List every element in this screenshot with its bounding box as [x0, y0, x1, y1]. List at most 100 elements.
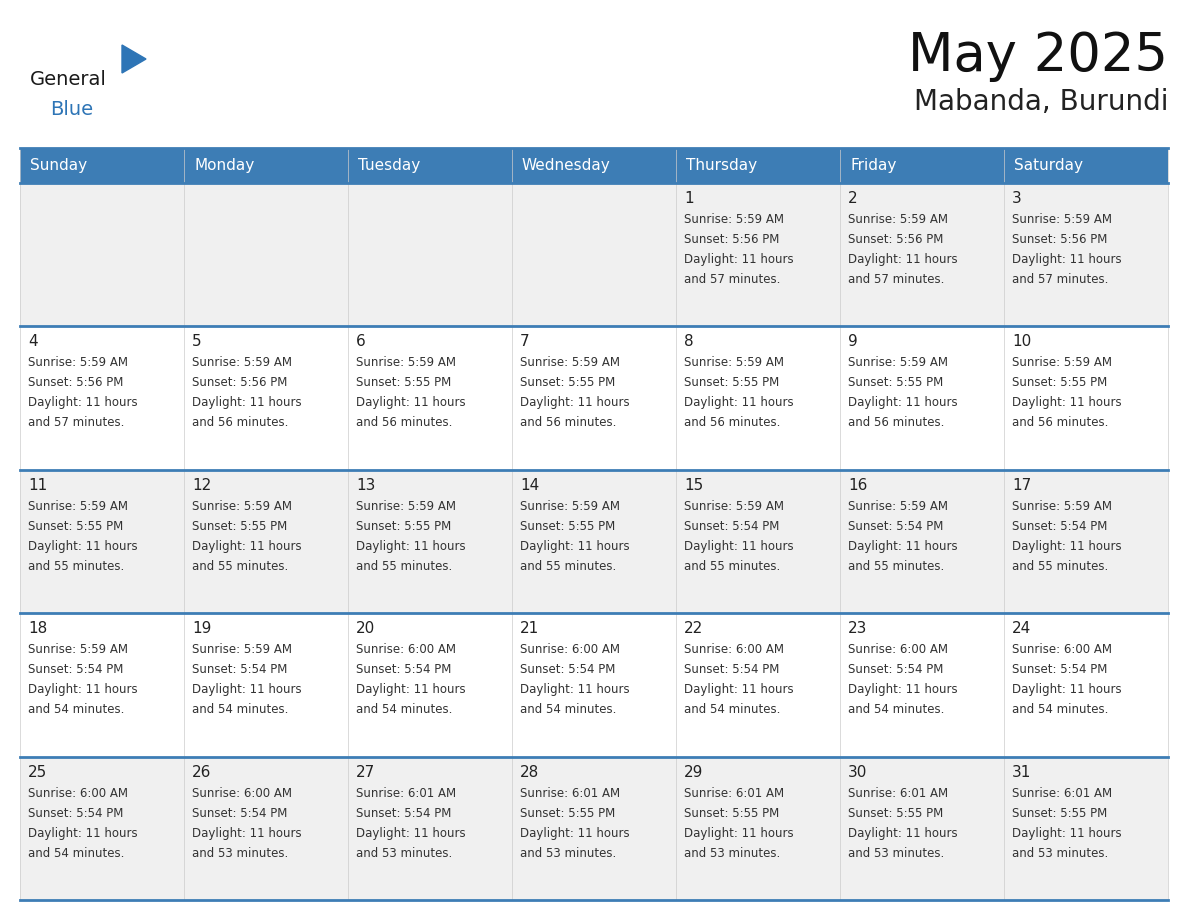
Text: Wednesday: Wednesday [522, 158, 611, 173]
Text: 21: 21 [520, 621, 539, 636]
Bar [512, 613, 676, 756]
Text: Sunset: 5:54 PM: Sunset: 5:54 PM [1012, 663, 1107, 677]
Text: 16: 16 [848, 477, 867, 493]
Text: and 54 minutes.: and 54 minutes. [684, 703, 781, 716]
Text: Sunset: 5:55 PM: Sunset: 5:55 PM [684, 376, 779, 389]
Bar [184, 613, 348, 756]
Text: Daylight: 11 hours: Daylight: 11 hours [1012, 540, 1121, 553]
Text: 28: 28 [520, 765, 539, 779]
Text: 26: 26 [192, 765, 211, 779]
Text: Sunset: 5:56 PM: Sunset: 5:56 PM [29, 376, 124, 389]
Text: 7: 7 [520, 334, 530, 350]
Text: and 55 minutes.: and 55 minutes. [29, 560, 125, 573]
Text: and 57 minutes.: and 57 minutes. [848, 273, 944, 286]
Text: Sunset: 5:55 PM: Sunset: 5:55 PM [848, 807, 943, 820]
Text: Sunset: 5:54 PM: Sunset: 5:54 PM [684, 663, 779, 677]
Bar [348, 613, 512, 756]
Text: Sunset: 5:54 PM: Sunset: 5:54 PM [848, 520, 943, 532]
Text: Sunset: 5:56 PM: Sunset: 5:56 PM [684, 233, 779, 246]
Text: 6: 6 [356, 334, 366, 350]
Text: Sunset: 5:55 PM: Sunset: 5:55 PM [29, 520, 124, 532]
Text: 19: 19 [192, 621, 211, 636]
Text: Sunset: 5:55 PM: Sunset: 5:55 PM [684, 807, 779, 820]
Text: and 53 minutes.: and 53 minutes. [848, 846, 944, 859]
Text: Daylight: 11 hours: Daylight: 11 hours [520, 683, 630, 696]
Text: Saturday: Saturday [1015, 158, 1083, 173]
Bar [20, 756, 184, 900]
Bar [840, 183, 1004, 327]
Text: Daylight: 11 hours: Daylight: 11 hours [192, 397, 302, 409]
Text: Daylight: 11 hours: Daylight: 11 hours [356, 540, 466, 553]
Text: Sunset: 5:54 PM: Sunset: 5:54 PM [192, 807, 287, 820]
Text: and 57 minutes.: and 57 minutes. [1012, 273, 1108, 286]
Text: 11: 11 [29, 477, 48, 493]
Text: and 55 minutes.: and 55 minutes. [356, 560, 453, 573]
Text: Blue: Blue [50, 100, 93, 119]
Text: Sunset: 5:55 PM: Sunset: 5:55 PM [848, 376, 943, 389]
Text: Friday: Friday [849, 158, 897, 173]
Bar [1004, 470, 1168, 613]
Text: 20: 20 [356, 621, 375, 636]
Text: and 56 minutes.: and 56 minutes. [684, 417, 781, 430]
Text: and 54 minutes.: and 54 minutes. [1012, 703, 1108, 716]
Bar [348, 148, 512, 183]
Text: Sunset: 5:54 PM: Sunset: 5:54 PM [356, 807, 451, 820]
Text: Daylight: 11 hours: Daylight: 11 hours [29, 397, 138, 409]
Bar [1004, 148, 1168, 183]
Text: and 57 minutes.: and 57 minutes. [29, 417, 125, 430]
Text: Sunset: 5:56 PM: Sunset: 5:56 PM [1012, 233, 1107, 246]
Text: 23: 23 [848, 621, 867, 636]
Bar [20, 183, 184, 327]
Text: 12: 12 [192, 477, 211, 493]
Bar [348, 183, 512, 327]
Text: and 53 minutes.: and 53 minutes. [1012, 846, 1108, 859]
Text: 10: 10 [1012, 334, 1031, 350]
Bar [184, 183, 348, 327]
Text: Sunset: 5:54 PM: Sunset: 5:54 PM [684, 520, 779, 532]
Text: Daylight: 11 hours: Daylight: 11 hours [356, 826, 466, 840]
Text: 18: 18 [29, 621, 48, 636]
Text: Sunrise: 6:00 AM: Sunrise: 6:00 AM [684, 644, 784, 656]
Text: Sunset: 5:55 PM: Sunset: 5:55 PM [520, 376, 615, 389]
Text: Sunrise: 5:59 AM: Sunrise: 5:59 AM [29, 356, 128, 369]
Text: Sunset: 5:55 PM: Sunset: 5:55 PM [520, 520, 615, 532]
Text: Sunrise: 6:01 AM: Sunrise: 6:01 AM [684, 787, 784, 800]
Text: Sunrise: 5:59 AM: Sunrise: 5:59 AM [848, 213, 948, 226]
Bar [676, 327, 840, 470]
Text: Sunrise: 6:01 AM: Sunrise: 6:01 AM [1012, 787, 1112, 800]
Text: Sunrise: 5:59 AM: Sunrise: 5:59 AM [1012, 499, 1112, 513]
Text: Daylight: 11 hours: Daylight: 11 hours [684, 826, 794, 840]
Text: Sunrise: 6:00 AM: Sunrise: 6:00 AM [848, 644, 948, 656]
Text: and 56 minutes.: and 56 minutes. [356, 417, 453, 430]
Text: Daylight: 11 hours: Daylight: 11 hours [1012, 397, 1121, 409]
Text: General: General [30, 70, 107, 89]
Text: Daylight: 11 hours: Daylight: 11 hours [684, 683, 794, 696]
Text: Sunset: 5:54 PM: Sunset: 5:54 PM [29, 807, 124, 820]
Text: Sunrise: 5:59 AM: Sunrise: 5:59 AM [848, 499, 948, 513]
Text: and 56 minutes.: and 56 minutes. [520, 417, 617, 430]
Bar [676, 148, 840, 183]
Text: May 2025: May 2025 [908, 30, 1168, 82]
Text: Sunset: 5:55 PM: Sunset: 5:55 PM [356, 376, 451, 389]
Text: Daylight: 11 hours: Daylight: 11 hours [1012, 683, 1121, 696]
Text: Sunrise: 5:59 AM: Sunrise: 5:59 AM [684, 499, 784, 513]
Text: Sunrise: 5:59 AM: Sunrise: 5:59 AM [520, 356, 620, 369]
Text: Sunrise: 6:00 AM: Sunrise: 6:00 AM [192, 787, 292, 800]
Text: Sunrise: 6:00 AM: Sunrise: 6:00 AM [356, 644, 456, 656]
Text: 13: 13 [356, 477, 375, 493]
Text: Sunset: 5:54 PM: Sunset: 5:54 PM [29, 663, 124, 677]
Text: Daylight: 11 hours: Daylight: 11 hours [848, 253, 958, 266]
Bar [512, 470, 676, 613]
Text: 29: 29 [684, 765, 703, 779]
Text: Daylight: 11 hours: Daylight: 11 hours [1012, 253, 1121, 266]
Text: and 55 minutes.: and 55 minutes. [684, 560, 781, 573]
Text: and 55 minutes.: and 55 minutes. [848, 560, 944, 573]
Text: Daylight: 11 hours: Daylight: 11 hours [684, 253, 794, 266]
Text: Daylight: 11 hours: Daylight: 11 hours [192, 826, 302, 840]
Text: and 53 minutes.: and 53 minutes. [356, 846, 453, 859]
Text: Sunrise: 5:59 AM: Sunrise: 5:59 AM [1012, 213, 1112, 226]
Text: Daylight: 11 hours: Daylight: 11 hours [520, 540, 630, 553]
Bar [184, 756, 348, 900]
Text: Sunrise: 6:00 AM: Sunrise: 6:00 AM [29, 787, 128, 800]
Text: Sunrise: 6:00 AM: Sunrise: 6:00 AM [520, 644, 620, 656]
